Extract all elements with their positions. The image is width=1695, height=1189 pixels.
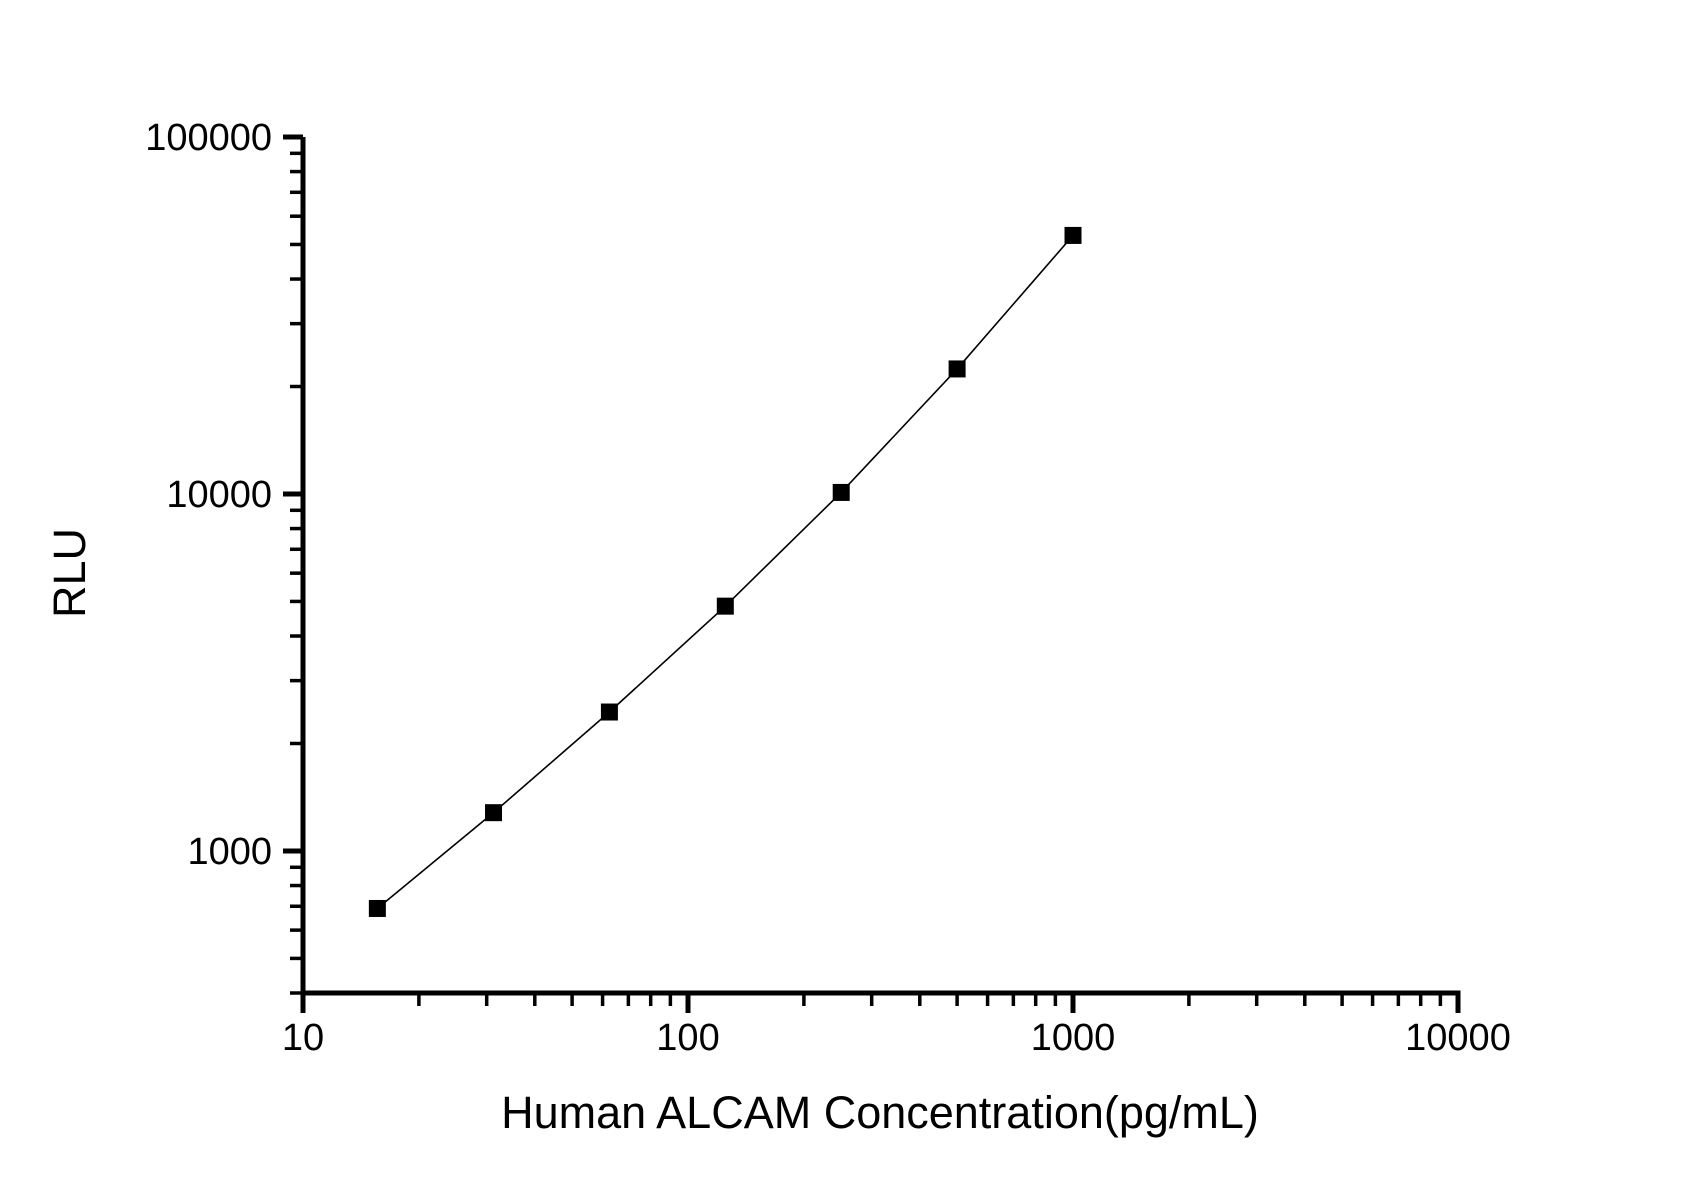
x-tick-label: 1000 xyxy=(1031,1017,1116,1059)
chart-generated-layer: 10 100 1000 10000 1000 10000 100000 xyxy=(145,117,1511,1059)
data-point-marker xyxy=(368,899,386,917)
y-tick-label: 100000 xyxy=(145,117,272,159)
y-tick-label: 1000 xyxy=(187,831,272,873)
x-tick-label: 10 xyxy=(282,1017,324,1059)
data-point-marker xyxy=(485,804,503,822)
data-point-marker xyxy=(716,597,734,615)
x-tick-label: 10000 xyxy=(1405,1017,1511,1059)
standard-curve-line xyxy=(376,234,1074,910)
data-point-marker xyxy=(948,360,966,378)
data-point-marker xyxy=(832,483,850,501)
y-tick-label: 10000 xyxy=(166,474,272,516)
x-axis-title: Human ALCAM Concentration(pg/mL) xyxy=(501,1087,1259,1138)
data-point-marker xyxy=(1064,226,1082,244)
y-axis-title: RLU xyxy=(44,528,95,618)
data-point-marker xyxy=(600,703,618,721)
x-tick-label: 100 xyxy=(656,1017,719,1059)
